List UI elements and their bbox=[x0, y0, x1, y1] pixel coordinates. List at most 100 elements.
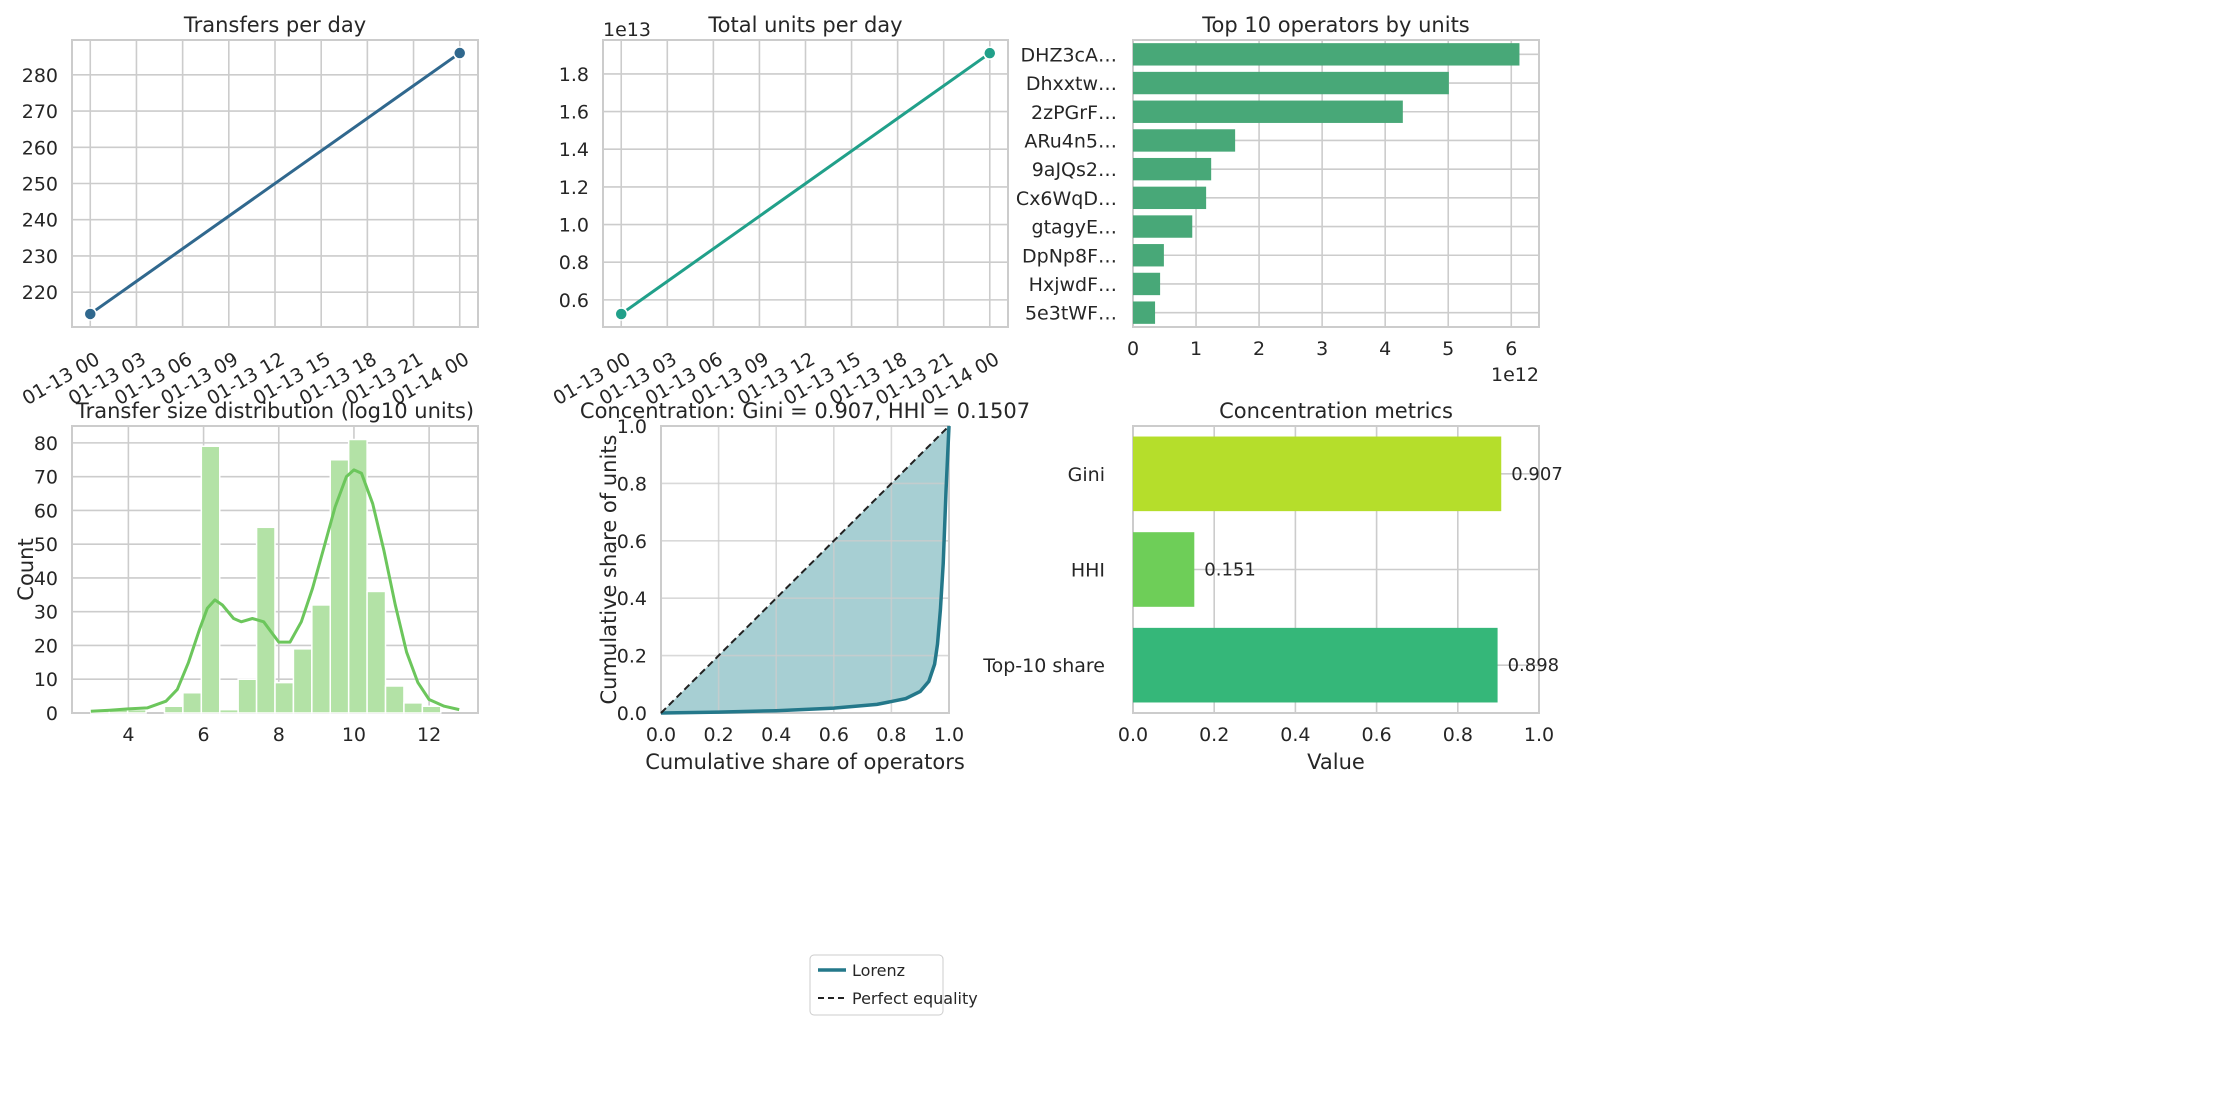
transfers-chart-y-tick-label: 230 bbox=[22, 246, 58, 268]
lorenz-chart-y-axis-label: Cumulative share of units bbox=[597, 435, 621, 705]
top-operators-chart-bar bbox=[1133, 157, 1212, 181]
size-distribution-chart-x-tick-label: 4 bbox=[122, 724, 134, 746]
size-distribution-chart-x-tick-label: 10 bbox=[342, 724, 366, 746]
top-operators-chart-bar bbox=[1133, 186, 1207, 210]
units-chart-offset-text: 1e13 bbox=[603, 19, 651, 41]
top-operators-chart-category-label: HxjwdF… bbox=[1029, 274, 1117, 296]
metrics-chart-category-label: Top-10 share bbox=[982, 655, 1105, 677]
top-operators-chart-category-label: Dhxxtw… bbox=[1026, 73, 1117, 95]
lorenz-chart-x-tick-label: 1.0 bbox=[934, 724, 964, 746]
top-operators-chart-category-label: 9aJQs2… bbox=[1032, 159, 1117, 181]
top-operators-chart-bar bbox=[1133, 301, 1156, 324]
size-distribution-chart-title: Transfer size distribution (log10 units) bbox=[75, 399, 474, 423]
top-operators-chart-bar bbox=[1133, 129, 1236, 152]
size-distribution-chart-y-tick-label: 50 bbox=[34, 534, 58, 556]
top-operators-chart: 0 1 2 3 4 5 6 DHZ3cA… Dhxxtw… 2zPGrF… ARu4n5… 9aJQs… bbox=[1016, 13, 1540, 386]
size-distribution-chart-x-tick-label: 12 bbox=[417, 724, 441, 746]
top-operators-chart-category-label: DHZ3cA… bbox=[1021, 44, 1117, 66]
top-operators-chart-x-tick-label: 1 bbox=[1190, 338, 1202, 360]
size-distribution-chart-bar bbox=[311, 604, 332, 714]
top-operators-chart-category-label: DpNp8F… bbox=[1022, 245, 1117, 267]
units-chart-y-tick-label: 1.4 bbox=[559, 139, 589, 161]
top-operators-chart-x-tick-label: 6 bbox=[1505, 338, 1517, 360]
lorenz-chart-legend: Lorenz Perfect equality bbox=[809, 954, 978, 1016]
size-distribution-chart-bar bbox=[347, 438, 368, 714]
top-operators-chart-bar bbox=[1133, 71, 1449, 95]
size-distribution-chart-y-tick-label: 60 bbox=[34, 500, 58, 522]
size-distribution-chart-x-tick-label: 6 bbox=[198, 724, 210, 746]
size-distribution-chart-bar bbox=[274, 681, 295, 714]
lorenz-chart-lorenz-line bbox=[660, 425, 951, 715]
top-operators-chart-x-tick-label: 2 bbox=[1253, 338, 1265, 360]
metrics-chart-x-tick-label: 0.6 bbox=[1361, 724, 1391, 746]
size-distribution-chart-bar bbox=[163, 705, 184, 714]
top-operators-chart-bar bbox=[1133, 244, 1164, 267]
metrics-chart: 0.0 0.2 0.4 0.6 0.8 1.0 Gini 0.907 HHI 0.151 Top-1… bbox=[982, 399, 1563, 774]
size-distribution-chart-bar bbox=[182, 691, 203, 714]
top-operators-chart-category-label: 5e3tWF… bbox=[1025, 303, 1117, 325]
top-operators-chart-category-label: 2zPGrF… bbox=[1031, 102, 1117, 124]
size-distribution-chart-bar bbox=[237, 678, 258, 714]
top-operators-chart-offset-text: 1e12 bbox=[1491, 364, 1539, 386]
metrics-chart-value-label: 0.907 bbox=[1511, 464, 1563, 485]
transfers-chart-y-tick-label: 260 bbox=[22, 137, 58, 159]
units-chart-point bbox=[983, 46, 997, 60]
units-chart-y-tick-label: 1.6 bbox=[559, 102, 589, 124]
transfers-chart-title: Transfers per day bbox=[183, 13, 366, 37]
metrics-chart-title: Concentration metrics bbox=[1219, 399, 1453, 423]
units-chart-series-line bbox=[620, 51, 991, 316]
top-operators-chart-bar bbox=[1133, 215, 1193, 238]
size-distribution-chart-bar bbox=[403, 702, 424, 714]
size-distribution-chart-y-axis-label: Count bbox=[14, 538, 38, 600]
transfers-chart-series-line bbox=[89, 51, 461, 316]
lorenz-chart-x-tick-label: 0.2 bbox=[703, 724, 733, 746]
size-distribution-chart-kde-line bbox=[90, 468, 460, 713]
transfers-chart-point bbox=[452, 46, 467, 60]
size-distribution-chart-y-tick-label: 10 bbox=[34, 669, 58, 691]
size-distribution-chart-bar bbox=[366, 590, 387, 714]
size-distribution-chart-bar bbox=[421, 705, 442, 714]
transfers-chart-y-tick-label: 240 bbox=[22, 210, 58, 232]
metrics-chart-value-label: 0.898 bbox=[1508, 655, 1560, 676]
top-operators-chart-title: Top 10 operators by units bbox=[1201, 13, 1470, 37]
size-distribution-chart-y-tick-label: 30 bbox=[34, 602, 58, 624]
units-chart-y-tick-label: 0.6 bbox=[559, 290, 589, 312]
lorenz-chart-y-tick-label: 0.4 bbox=[617, 588, 647, 610]
units-chart-y-tick-label: 0.8 bbox=[559, 252, 589, 274]
units-chart-y-tick-label: 1.8 bbox=[559, 64, 589, 86]
size-distribution-chart-bar bbox=[200, 445, 221, 714]
top-operators-chart-x-tick-label: 0 bbox=[1127, 338, 1139, 360]
top-operators-chart-category-label: gtagyE… bbox=[1032, 217, 1117, 239]
transfers-chart-y-tick-label: 220 bbox=[22, 282, 58, 304]
units-chart-point bbox=[614, 307, 628, 321]
size-distribution-chart: 4 6 8 10 12 0 10 20 30 40 50 60 70 80 Transfer size di… bbox=[14, 399, 479, 746]
lorenz-chart-x-tick-label: 0.8 bbox=[876, 724, 906, 746]
size-distribution-chart-bar bbox=[292, 648, 313, 714]
lorenz-chart-x-tick-label: 0.4 bbox=[761, 724, 791, 746]
top-operators-chart-category-label: Cx6WqD… bbox=[1016, 188, 1117, 210]
metrics-chart-x-tick-label: 1.0 bbox=[1524, 724, 1554, 746]
lorenz-chart-y-tick-label: 0.8 bbox=[617, 473, 647, 495]
units-chart-y-tick-label: 1.2 bbox=[559, 177, 589, 199]
transfers-chart-y-tick-label: 250 bbox=[22, 174, 58, 196]
size-distribution-chart-y-tick-label: 20 bbox=[34, 635, 58, 657]
transfers-chart-y-tick-label: 280 bbox=[22, 65, 58, 87]
transfers-chart-point bbox=[83, 307, 98, 321]
top-operators-chart-x-tick-label: 3 bbox=[1316, 338, 1328, 360]
lorenz-chart-title: Concentration: Gini = 0.907, HHI = 0.150… bbox=[580, 399, 1030, 423]
metrics-chart-value-label: 0.151 bbox=[1204, 560, 1256, 581]
units-chart-title: Total units per day bbox=[707, 13, 902, 37]
size-distribution-chart-bar bbox=[384, 685, 405, 714]
lorenz-chart-x-axis-label: Cumulative share of operators bbox=[645, 750, 965, 774]
metrics-chart-x-tick-label: 0.8 bbox=[1443, 724, 1473, 746]
size-distribution-chart-y-tick-label: 80 bbox=[34, 433, 58, 455]
top-operators-chart-bar bbox=[1133, 272, 1161, 296]
lorenz-chart-x-tick-label: 0.0 bbox=[646, 724, 676, 746]
lorenz-chart-y-tick-label: 1.0 bbox=[617, 416, 647, 438]
size-distribution-chart-y-tick-label: 0 bbox=[46, 703, 58, 725]
metrics-chart-x-tick-label: 0.2 bbox=[1199, 724, 1229, 746]
transfers-chart-y-tick-label: 270 bbox=[22, 101, 58, 123]
top-operators-chart-bar bbox=[1133, 43, 1520, 66]
